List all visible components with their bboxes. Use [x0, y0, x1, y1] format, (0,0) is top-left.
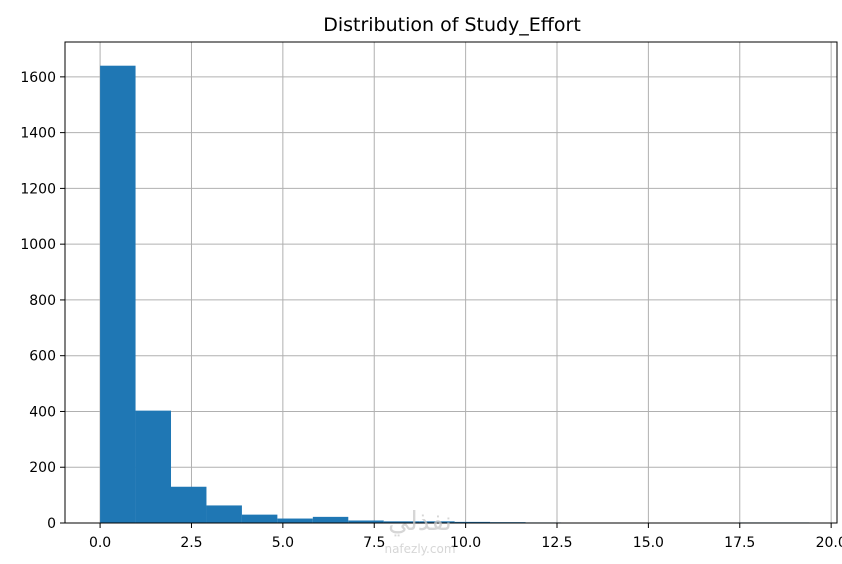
- x-tick-label: 7.5: [363, 535, 385, 551]
- y-tick-label: 400: [29, 404, 56, 420]
- x-tick-label: 17.5: [724, 535, 755, 551]
- histogram-bar: [100, 66, 135, 523]
- x-tick-label: 5.0: [272, 535, 294, 551]
- y-tick-label: 1600: [20, 70, 56, 86]
- x-tick-label: 0.0: [89, 535, 111, 551]
- y-tick-label: 1400: [20, 126, 56, 142]
- x-tick-label: 12.5: [541, 535, 572, 551]
- histogram-bar: [171, 487, 206, 523]
- x-tick-label: 15.0: [633, 535, 664, 551]
- watermark-latin: nafezly.com: [384, 542, 455, 556]
- x-tick-label: 2.5: [180, 535, 202, 551]
- x-tick-label: 20.0: [816, 535, 842, 551]
- watermark-logo: نفذلي nafezly.com: [384, 507, 455, 556]
- histogram-bar: [206, 505, 241, 523]
- chart-title: Distribution of Study_Effort: [323, 14, 581, 36]
- histogram-bar: [277, 519, 312, 523]
- histogram-bar: [136, 411, 171, 523]
- y-tick-label: 200: [29, 460, 56, 476]
- y-tick-label: 800: [29, 293, 56, 309]
- y-tick-label: 0: [47, 516, 56, 532]
- y-tick-label: 1200: [20, 181, 56, 197]
- histogram-bar: [313, 517, 348, 523]
- watermark-arabic: نفذلي: [388, 507, 452, 537]
- histogram-bar: [242, 515, 277, 523]
- y-tick-label: 600: [29, 349, 56, 365]
- y-tick-label: 1000: [20, 237, 56, 253]
